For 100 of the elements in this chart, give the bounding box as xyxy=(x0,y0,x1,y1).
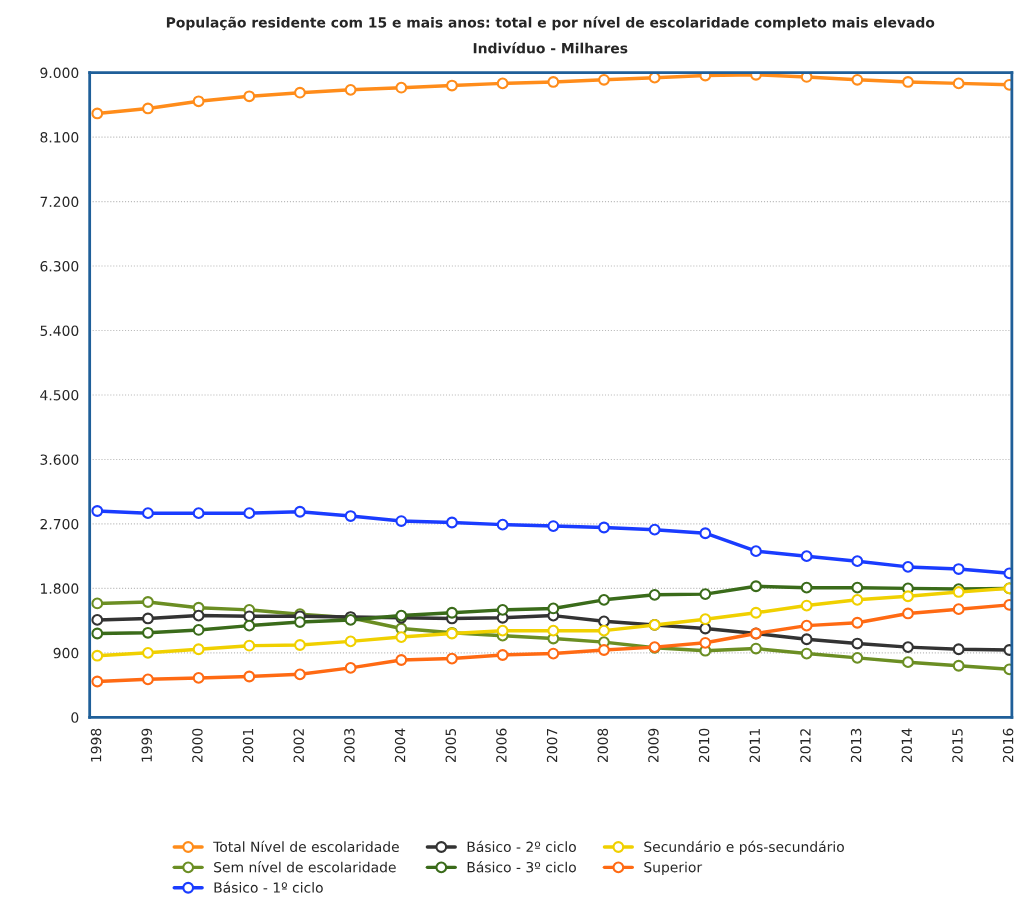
x-tick-label: 2002 xyxy=(293,729,304,763)
point xyxy=(142,596,154,608)
point xyxy=(699,622,712,635)
y-tick-label: 3.600 xyxy=(40,454,79,465)
point xyxy=(547,647,560,660)
point xyxy=(952,563,965,575)
point xyxy=(496,77,509,90)
point xyxy=(851,593,864,606)
point xyxy=(395,631,408,643)
y-tick-label: 0 xyxy=(71,712,79,723)
point xyxy=(446,79,458,92)
point xyxy=(344,83,357,96)
chart-title: População residente com 15 e mais anos: total e por nível de escolaridade completo mais elevado xyxy=(166,16,935,31)
x-tick-label: 2012 xyxy=(800,729,811,763)
point xyxy=(699,527,712,540)
legend-label: Superior xyxy=(644,861,703,876)
point xyxy=(294,668,306,681)
x-tick-label: 2004 xyxy=(394,728,406,763)
point xyxy=(902,607,914,620)
point xyxy=(851,581,864,594)
point xyxy=(243,670,256,683)
point xyxy=(294,86,306,99)
point xyxy=(243,507,256,520)
x-tick-label: 2016 xyxy=(1002,728,1014,763)
legend-label: Sem nível de escolaridade xyxy=(214,861,396,873)
y-tick-label: 9.000 xyxy=(40,67,79,79)
point xyxy=(952,77,965,90)
point xyxy=(344,510,357,522)
point xyxy=(496,603,509,616)
legend-label: Total Nível de escolaridade xyxy=(213,840,399,853)
point xyxy=(192,609,205,622)
legend-label: Básico - 2º ciclo xyxy=(467,840,576,853)
point xyxy=(496,649,509,661)
point xyxy=(598,521,610,534)
point xyxy=(446,652,458,665)
point xyxy=(699,636,712,649)
point xyxy=(598,644,610,656)
point xyxy=(800,581,813,594)
point xyxy=(192,672,205,684)
point xyxy=(851,555,864,568)
point xyxy=(243,90,256,103)
y-tick-label: 900 xyxy=(53,647,79,659)
point xyxy=(547,602,560,615)
x-tick-label: 2001 xyxy=(242,729,254,763)
point xyxy=(395,654,408,666)
point xyxy=(598,593,610,606)
x-tick-label: 2014 xyxy=(901,728,913,763)
point xyxy=(851,637,864,650)
point xyxy=(547,520,560,532)
chart-subtitle: Indivíduo - Milhares xyxy=(473,42,628,54)
point xyxy=(142,507,154,520)
point xyxy=(496,518,509,531)
x-tick-label: 1998 xyxy=(90,728,102,762)
point xyxy=(750,606,762,619)
x-tick-label: 2003 xyxy=(344,728,355,763)
point xyxy=(142,626,154,639)
point xyxy=(192,507,205,520)
point xyxy=(952,643,965,656)
legend-label: Básico - 1º ciclo xyxy=(214,881,323,893)
x-tick-label: 2010 xyxy=(698,728,710,763)
point xyxy=(598,624,610,637)
x-tick-label: 2008 xyxy=(597,728,608,763)
point xyxy=(902,590,914,603)
x-tick-label: 2015 xyxy=(952,728,963,763)
point xyxy=(91,649,104,662)
point xyxy=(91,675,104,688)
point xyxy=(851,651,864,664)
point xyxy=(952,659,965,672)
point xyxy=(902,76,914,88)
point xyxy=(851,73,864,86)
point xyxy=(192,624,205,636)
x-tick-label: 2000 xyxy=(192,728,203,763)
point xyxy=(800,550,813,563)
point xyxy=(294,639,306,651)
point xyxy=(648,588,661,601)
point xyxy=(294,616,306,628)
point xyxy=(800,599,813,612)
point xyxy=(344,661,357,674)
point xyxy=(142,673,154,686)
x-tick-label: 2013 xyxy=(850,728,862,763)
legend-label: Secundário e pós-secundário xyxy=(644,840,844,855)
x-tick-label: 2009 xyxy=(648,728,659,763)
x-tick-label: 2006 xyxy=(496,728,507,763)
point xyxy=(547,624,560,637)
x-tick-label: 2007 xyxy=(546,728,558,763)
point xyxy=(192,95,205,108)
point xyxy=(800,633,813,646)
point xyxy=(800,647,813,660)
point xyxy=(294,505,306,518)
point xyxy=(192,643,205,656)
point xyxy=(395,81,408,94)
point xyxy=(446,606,458,619)
y-tick-label: 4.500 xyxy=(40,389,79,401)
x-tick-label: 1999 xyxy=(141,728,152,762)
point xyxy=(91,597,104,610)
point xyxy=(91,614,104,626)
point xyxy=(598,73,610,86)
point xyxy=(750,580,762,593)
point xyxy=(496,624,509,637)
point xyxy=(902,641,914,654)
